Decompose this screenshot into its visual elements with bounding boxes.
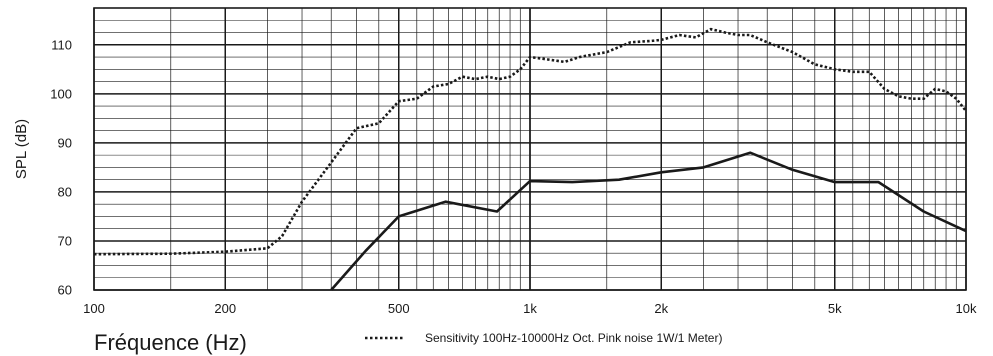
y-tick-label: 70 [58, 233, 72, 248]
y-axis-label: SPL (dB) [13, 119, 30, 179]
x-tick-label: 2k [654, 301, 668, 316]
x-tick-labels: 100 200 500 1k 2k 5k 10k [83, 301, 977, 316]
y-tick-label: 110 [51, 37, 72, 52]
x-axis-label: Fréquence (Hz) [94, 330, 247, 355]
y-tick-labels: 60 70 80 90 100 110 [50, 37, 72, 297]
x-tick-label: 10k [956, 301, 977, 316]
y-tick-label: 100 [50, 86, 72, 101]
x-tick-label: 100 [83, 301, 105, 316]
grid [93, 7, 967, 291]
legend-label: Sensitivity 100Hz-10000Hz Oct. Pink nois… [425, 331, 722, 345]
x-tick-label: 1k [523, 301, 537, 316]
x-tick-label: 500 [388, 301, 410, 316]
legend: Sensitivity 100Hz-10000Hz Oct. Pink nois… [365, 331, 722, 345]
y-tick-label: 60 [58, 283, 72, 298]
x-tick-label: 200 [214, 301, 236, 316]
y-tick-label: 90 [58, 135, 72, 150]
x-tick-label: 5k [828, 301, 842, 316]
series-layer [93, 27, 968, 291]
series-line-dotted [93, 27, 968, 256]
y-tick-label: 80 [58, 184, 72, 199]
series-line-solid [330, 151, 967, 291]
plot-frame [93, 7, 967, 291]
